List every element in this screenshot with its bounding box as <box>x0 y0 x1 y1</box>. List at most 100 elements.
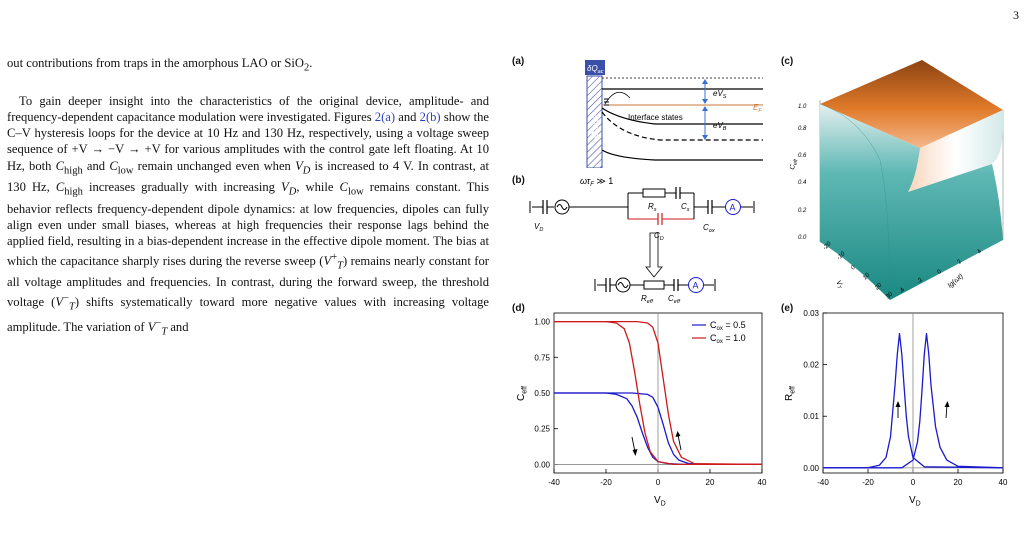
y-tick-4: 2 <box>956 259 964 266</box>
z-tick-2: 0.2 <box>798 208 807 214</box>
y-tick-label: 1.00 <box>534 318 550 327</box>
eq-ammeter-icon <box>688 277 704 293</box>
chart-ceff-plot-area: 0.00 0.25 0.50 0.75 1.00 -40 -20 0 20 40 Cox = 0… <box>534 312 767 487</box>
series-line-1-reverse <box>554 320 763 466</box>
sweep-arrow-down <box>631 436 636 453</box>
panel-label-a: (a) <box>512 56 525 67</box>
y-tick-label: 0.50 <box>534 389 550 398</box>
evb-arrowhead-up <box>702 106 708 111</box>
ef-label: EF <box>753 103 762 114</box>
sine-glyph <box>556 204 568 210</box>
series-line-0 <box>823 332 1004 469</box>
surface-transition <box>908 110 1004 192</box>
eq-sine-glyph <box>617 282 629 288</box>
y-tick-1: -4 <box>899 287 907 295</box>
x-tick-6: 30 <box>885 291 894 300</box>
chart-reff-series <box>823 332 1004 469</box>
oxide-layer <box>586 75 603 168</box>
deep-band <box>601 149 763 161</box>
rs-label: Rs <box>648 202 657 213</box>
evb-arrowhead-down <box>702 135 708 140</box>
z-tick-6: 1.0 <box>798 104 807 110</box>
y-tick-label: 0.75 <box>534 353 550 362</box>
figure-ref-2a[interactable]: 2(a) <box>374 109 396 124</box>
evs-arrowhead-up <box>702 79 708 84</box>
surface-ridge-shadow <box>819 103 891 300</box>
chart-reff-xlabel: VD <box>909 495 921 508</box>
y-tick-5: 4 <box>977 249 984 255</box>
y-tick-label: 0.02 <box>803 361 819 370</box>
x-tick-label: 0 <box>656 478 661 487</box>
z-tick-5: 0.8 <box>798 126 807 132</box>
cox-label: Cox <box>703 223 715 234</box>
interface-states-label: Interface states <box>628 113 683 122</box>
x-tick-label: -20 <box>862 478 874 487</box>
x-tick-label: 20 <box>706 478 715 487</box>
band-diagram: δQac Oxide Interface states eVS EF eVB <box>585 60 763 168</box>
cd-label: CD <box>654 231 664 242</box>
evb-label: eVB <box>713 121 727 132</box>
x-tick-2: -10 <box>836 251 847 262</box>
y-tick-2: -2 <box>917 277 925 285</box>
y-axis-label: lg(ωt) <box>947 273 965 290</box>
panel-label-b: (b) <box>512 175 525 186</box>
chart-ceff-legend: Cox = 0.5 Cox = 1.0 <box>692 320 746 345</box>
chart-reff-plot-area: 0.00 0.01 0.02 0.03 -40 -20 0 20 40 <box>803 309 1008 487</box>
x-tick-4: 10 <box>862 272 871 281</box>
capture-arrow <box>604 91 631 105</box>
x-tick-1: -20 <box>822 241 833 252</box>
chart-ceff-xlabel: VD <box>654 495 666 508</box>
reff-arrow-right <box>945 404 948 419</box>
y-tick-label: 0.00 <box>803 464 819 473</box>
y-tick-label: 0.25 <box>534 425 550 434</box>
panel-label-c: (c) <box>781 56 794 67</box>
body-text: out contributions from traps in the amor… <box>7 55 489 341</box>
surface-high <box>820 60 1003 148</box>
series-line-1-forward <box>554 320 762 466</box>
x-tick-label: 0 <box>911 478 916 487</box>
x-tick-label: -40 <box>548 478 560 487</box>
cs-label: Cs <box>681 202 690 213</box>
oxide-label: Oxide <box>590 114 600 138</box>
dq-label: δQac <box>587 64 604 75</box>
chart-ceff-arrows <box>631 431 682 456</box>
x-tick-label: 40 <box>999 478 1008 487</box>
z-tick-1: 0.0 <box>798 235 807 241</box>
sweep-arrow-up <box>677 434 682 451</box>
dq-box <box>585 60 605 75</box>
valence-band <box>601 107 763 125</box>
z-axis-label: Ceff <box>790 158 799 171</box>
rs-resistor <box>642 188 666 198</box>
simplify-arrow-icon <box>645 232 663 278</box>
chart-reff-xticks: -40 -20 0 20 40 <box>817 469 1008 487</box>
figure-ref-2b[interactable]: 2(b) <box>419 109 441 124</box>
reff-label: Reff <box>641 294 653 303</box>
chart-ceff-series <box>554 320 763 466</box>
x-tick-5: 20 <box>873 282 883 292</box>
x-tick-label: -20 <box>600 478 612 487</box>
chart-ceff: 0.00 0.25 0.50 0.75 1.00 -40 -20 0 20 40 Cox = 0… <box>516 312 767 508</box>
chart-reff: 0.00 0.01 0.02 0.03 -40 -20 0 20 40 VD Reff <box>784 309 1008 508</box>
paragraph-main: To gain deeper insight into the characte… <box>7 93 490 338</box>
series-line-1 <box>823 332 1004 469</box>
reff-arrowhead-right <box>944 401 950 407</box>
evs-label: eVS <box>713 89 727 100</box>
ceff-label: Ceff <box>668 294 680 303</box>
surface-low <box>820 104 1003 300</box>
page-number: 3 <box>1013 8 1019 22</box>
y-tick-label: 0.00 <box>534 460 550 469</box>
z-tick-4: 0.6 <box>798 153 807 159</box>
chart-reff-guides <box>823 313 1003 473</box>
legend-label-cox-05: Cox = 0.5 <box>710 320 746 332</box>
y-tick-3: 0 <box>937 269 944 275</box>
panel-label-d: (d) <box>512 303 525 314</box>
x-tick-label: 20 <box>954 478 963 487</box>
surface-plot: 0.0 0.2 0.4 0.6 0.8 1.0 Ceff -20 -10 0 1… <box>790 60 1004 300</box>
eq-ammeter-label: A <box>693 281 699 291</box>
paragraph-intro: out contributions from traps in the amor… <box>7 56 313 74</box>
chart-reff-yticks: 0.00 0.01 0.02 0.03 <box>803 309 827 473</box>
chart-reff-arrows <box>895 401 950 419</box>
evs-arrowhead-down <box>702 99 708 104</box>
sweep-arrowhead-down <box>632 449 638 456</box>
reff-arrowhead-left <box>895 401 901 407</box>
